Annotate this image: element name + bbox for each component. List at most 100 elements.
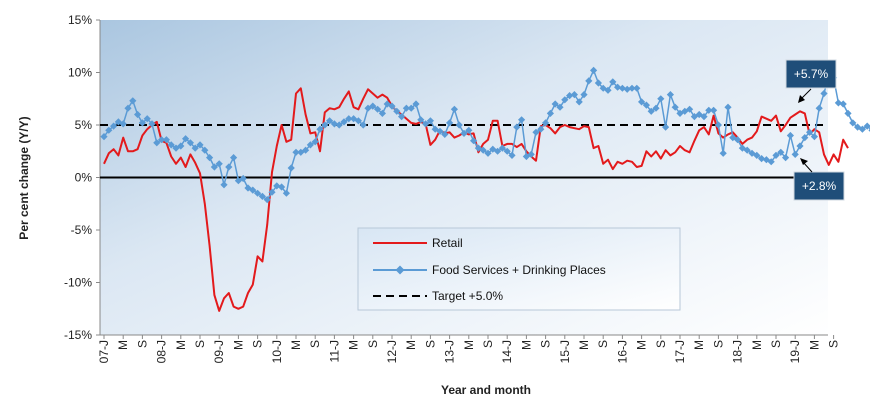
food-services-point (671, 103, 679, 111)
food-services-point (340, 118, 348, 126)
food-services-point (422, 120, 430, 128)
food-services-point (710, 106, 718, 114)
x-tick-label: S (596, 340, 610, 348)
callout-food-box (785, 59, 837, 89)
food-services-point (330, 120, 338, 128)
food-services-point (614, 83, 622, 91)
food-services-point (806, 128, 814, 136)
food-services-point (345, 115, 353, 123)
food-services-point (258, 192, 266, 200)
food-services-point (436, 127, 444, 135)
legend-label-food: Food Services + Drinking Places (432, 263, 606, 277)
x-tick-label: S (135, 340, 149, 348)
food-services-point (162, 136, 170, 144)
food-services-point (729, 134, 737, 142)
food-services-point (561, 96, 569, 104)
food-services-point (407, 104, 415, 112)
food-services-point (594, 79, 602, 87)
food-services-point (700, 113, 708, 121)
food-services-point (748, 149, 756, 157)
x-tick-label: S (769, 340, 783, 348)
food-services-point (503, 147, 511, 155)
food-services-point (230, 154, 238, 162)
food-services-point (570, 91, 578, 99)
x-tick-label: 07-J (97, 340, 111, 363)
food-services-point (350, 115, 358, 123)
food-services-point (316, 125, 324, 133)
retail-line (103, 87, 849, 312)
y-tick-label: 10% (68, 66, 92, 80)
food-services-point (585, 77, 593, 85)
food-services-point (383, 100, 391, 108)
food-services-point (450, 105, 458, 113)
x-tick-label: M (635, 340, 649, 350)
food-services-point (148, 120, 156, 128)
food-services-point (839, 100, 847, 108)
food-services-point (638, 98, 646, 106)
y-tick-label: -15% (64, 328, 92, 342)
food-services-point (417, 116, 425, 124)
food-services-point (302, 146, 310, 154)
food-services-point (210, 163, 218, 171)
food-services-point (254, 189, 262, 197)
food-services-point (479, 146, 487, 154)
food-services-point (177, 142, 185, 150)
food-services-point (705, 106, 713, 114)
x-tick-label: 14-J (500, 340, 514, 363)
food-services-point (786, 131, 794, 140)
food-services-point (153, 139, 161, 147)
food-services-point (220, 181, 228, 189)
food-services-point (398, 113, 406, 121)
x-tick-label: S (481, 340, 495, 348)
x-tick-label: 18-J (731, 340, 745, 363)
food-services-point (647, 107, 655, 115)
callout-retail: +2.8% (793, 158, 845, 201)
x-tick-label: M (807, 340, 821, 350)
x-tick-label: 12-J (385, 340, 399, 363)
x-tick-label: M (462, 340, 476, 350)
legend: Retail Food Services + Drinking Places T… (357, 227, 681, 311)
y-tick-label: 0% (75, 171, 93, 185)
food-services-point (465, 126, 473, 134)
food-services-point (215, 160, 223, 168)
food-services-point (474, 144, 482, 152)
food-services-point (335, 121, 343, 129)
x-tick-label: 08-J (155, 340, 169, 363)
callout-food: +5.7% (785, 59, 837, 103)
food-services-point (249, 186, 257, 194)
food-services-point (623, 85, 631, 93)
food-services-point (810, 133, 818, 141)
food-services-point (695, 110, 703, 119)
food-services-point (527, 150, 535, 158)
food-services-point (138, 119, 146, 127)
food-services-point (119, 120, 127, 128)
food-services-point (772, 151, 780, 159)
food-services-point (201, 146, 209, 154)
food-services-point (546, 109, 554, 117)
food-services-point (282, 189, 290, 197)
x-tick-label: S (366, 340, 380, 348)
x-tick-label: 09-J (212, 340, 226, 363)
x-tick-label: 10-J (270, 340, 284, 363)
food-services-point (297, 148, 305, 156)
food-services-point (542, 119, 550, 127)
food-services-point (518, 116, 526, 124)
food-services-point (777, 148, 785, 156)
food-services-point (306, 141, 314, 149)
food-services-point (326, 117, 334, 125)
x-tick-label: 11-J (327, 340, 341, 362)
food-services-point (642, 101, 650, 109)
x-tick-label: 19-J (788, 340, 802, 363)
y-tick-label: -5% (71, 223, 93, 237)
food-services-point (844, 109, 852, 117)
food-services-point (441, 130, 449, 138)
food-services-point (628, 84, 636, 92)
food-services-point (484, 149, 492, 157)
food-services-point (834, 99, 842, 107)
food-services-point (186, 139, 194, 147)
x-tick-label: S (308, 340, 322, 348)
food-services-point (532, 128, 540, 136)
food-services-point (287, 164, 295, 172)
x-axis-title: Year and month (441, 383, 531, 397)
